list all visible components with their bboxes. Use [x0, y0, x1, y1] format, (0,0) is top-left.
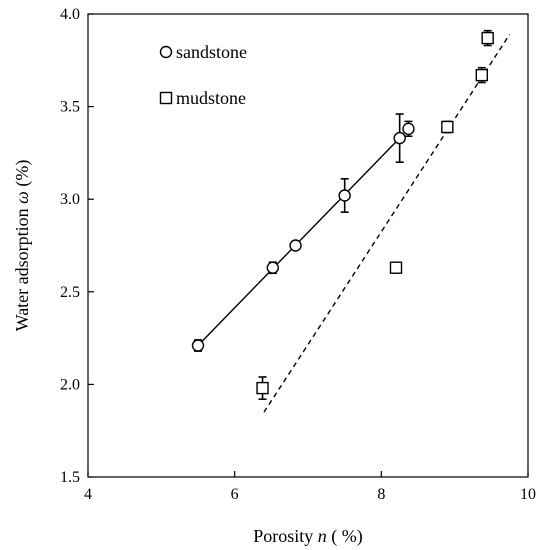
y-axis-title-suffix: (%): [12, 160, 33, 191]
x-tick-label: 6: [231, 486, 239, 503]
x-axis-title-suffix: ( %): [327, 526, 363, 547]
sandstone-point: [338, 189, 351, 202]
mudstone-point: [475, 68, 488, 82]
x-axis-title-prefix: Porosity: [253, 526, 318, 546]
y-tick-label: 4.0: [60, 6, 80, 23]
x-tick-label: 4: [84, 486, 92, 503]
legend-mudstone-marker: [159, 91, 173, 105]
y-tick-label: 2.0: [60, 376, 80, 393]
legend-sandstone-label: sandstone: [176, 42, 247, 62]
x-tick-label: 10: [520, 486, 536, 503]
y-tick-label: 3.0: [60, 191, 80, 208]
legend: sandstone mudstone: [159, 42, 247, 108]
plot-frame: [87, 13, 529, 478]
y-tick-label: 3.5: [60, 99, 80, 116]
mudstone-point: [256, 381, 269, 395]
sandstone-point: [393, 131, 406, 145]
legend-mudstone-label: mudstone: [176, 88, 246, 108]
y-axis-title-var: ω: [12, 191, 32, 204]
sandstone-point: [289, 239, 302, 252]
data-markers: [191, 29, 494, 401]
y-axis-title-prefix: Water adsorption: [12, 204, 32, 332]
mudstone-fit-line: [263, 33, 511, 413]
y-axis-title: Water adsorption ω (%): [12, 160, 33, 332]
x-axis-title: Porosity n ( %): [253, 526, 363, 547]
x-tick-label: 8: [377, 486, 385, 503]
axes: 4 6 8 10 1.5 2.0 2.5 3.0 3.5 4.0 Porosity n ( %) Wa…: [12, 6, 536, 547]
sandstone-point: [402, 122, 415, 136]
mudstone-point: [481, 31, 494, 45]
sandstone-point: [191, 339, 205, 352]
legend-sandstone-marker: [159, 45, 173, 59]
x-axis-title-var: n: [318, 526, 327, 546]
sandstone-point: [266, 261, 279, 274]
mudstone-point: [441, 120, 454, 134]
y-tick-label: 1.5: [60, 469, 80, 486]
mudstone-point: [389, 261, 403, 274]
y-tick-label: 2.5: [60, 284, 80, 301]
